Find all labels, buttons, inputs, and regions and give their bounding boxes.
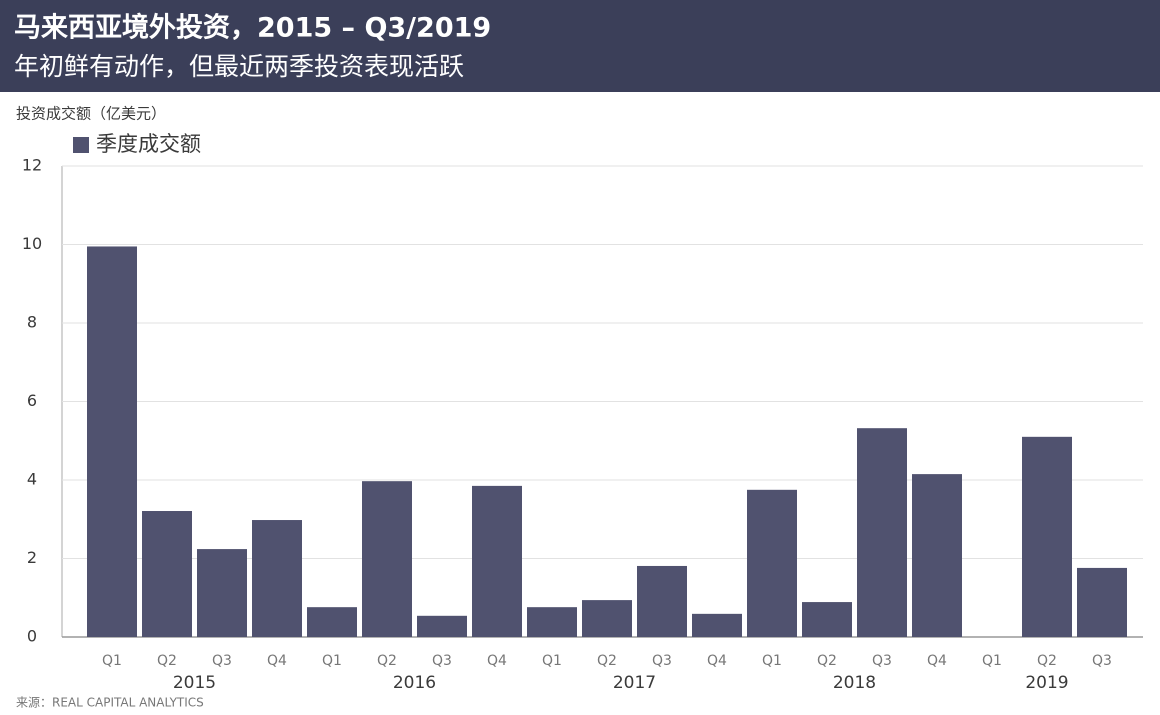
chart-subtitle: 年初鲜有动作，但最近两季投资表现活跃	[14, 52, 464, 81]
bar	[142, 511, 192, 637]
x-tick-label: Q3	[212, 653, 232, 669]
y-tick-label: 4	[27, 470, 37, 489]
x-tick-label: Q3	[1092, 653, 1112, 669]
bar	[362, 481, 412, 637]
bar	[912, 474, 962, 637]
bar	[307, 607, 357, 637]
y-axis-title: 投资成交额（亿美元）	[16, 105, 166, 123]
y-tick-label: 6	[27, 391, 37, 410]
legend-label: 季度成交额	[96, 132, 201, 156]
header-band	[0, 0, 1160, 92]
bar	[417, 615, 467, 637]
bar	[472, 485, 522, 637]
legend-swatch	[73, 137, 89, 153]
y-tick-label: 0	[27, 627, 37, 646]
x-tick-label: Q2	[377, 653, 397, 669]
x-tick-label: Q1	[102, 653, 122, 669]
x-tick-label: Q1	[982, 653, 1002, 669]
bar	[857, 428, 907, 637]
x-tick-label: Q2	[157, 653, 177, 669]
x-tick-label: Q2	[817, 653, 837, 669]
bar	[692, 613, 742, 637]
x-group-label: 2019	[1025, 673, 1068, 693]
y-tick-label: 2	[27, 548, 37, 567]
y-tick-label: 12	[22, 156, 42, 175]
bar	[747, 489, 797, 637]
bar	[252, 520, 302, 637]
bar	[527, 607, 577, 637]
x-tick-label: Q4	[927, 653, 947, 669]
x-tick-label: Q1	[322, 653, 342, 669]
chart-title: 马来西亚境外投资，2015 – Q3/2019	[14, 13, 491, 44]
x-tick-label: Q3	[432, 653, 452, 669]
x-group-label: 2017	[613, 673, 656, 693]
x-tick-label: Q4	[267, 653, 287, 669]
x-tick-label: Q3	[652, 653, 672, 669]
x-tick-label: Q2	[597, 653, 617, 669]
x-tick-label: Q4	[707, 653, 727, 669]
x-group-label: 2016	[393, 673, 436, 693]
x-tick-label: Q3	[872, 653, 892, 669]
x-tick-label: Q4	[487, 653, 507, 669]
x-tick-label: Q1	[762, 653, 782, 669]
x-tick-label: Q2	[1037, 653, 1057, 669]
bar	[802, 602, 852, 637]
bar	[582, 600, 632, 637]
source: 来源：REAL CAPITAL ANALYTICS	[16, 696, 204, 710]
y-tick-label: 8	[27, 313, 37, 332]
bar	[87, 246, 137, 637]
bar	[1022, 436, 1072, 637]
x-group-label: 2018	[833, 673, 876, 693]
bar	[637, 565, 687, 637]
y-tick-label: 10	[22, 234, 42, 253]
x-group-label: 2015	[173, 673, 216, 693]
bar	[1077, 567, 1127, 637]
bar	[197, 549, 247, 637]
x-tick-label: Q1	[542, 653, 562, 669]
